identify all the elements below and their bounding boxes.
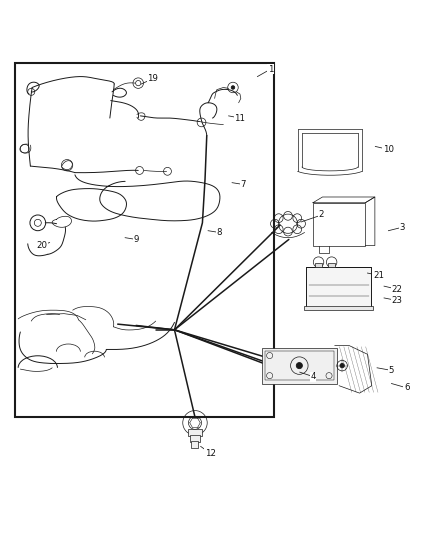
Bar <box>315 263 322 266</box>
Bar <box>313 203 365 246</box>
Text: 5: 5 <box>389 366 394 375</box>
Bar <box>262 348 337 384</box>
Bar <box>14 63 275 417</box>
Text: 1: 1 <box>268 64 273 74</box>
Text: 6: 6 <box>404 383 410 392</box>
Bar <box>304 306 373 310</box>
Circle shape <box>231 86 235 89</box>
Circle shape <box>340 364 344 368</box>
Text: 21: 21 <box>373 271 384 280</box>
Text: 10: 10 <box>383 145 394 154</box>
Text: 7: 7 <box>240 180 246 189</box>
Text: 23: 23 <box>392 296 403 305</box>
Text: 19: 19 <box>147 74 158 83</box>
Bar <box>190 435 200 442</box>
Text: 11: 11 <box>234 114 245 123</box>
Bar <box>328 263 335 266</box>
Text: 4: 4 <box>310 372 316 381</box>
Bar <box>191 441 198 448</box>
Bar <box>306 266 371 306</box>
Text: 9: 9 <box>133 235 139 244</box>
Circle shape <box>296 362 302 369</box>
Bar <box>188 430 201 436</box>
Text: 2: 2 <box>319 211 325 220</box>
Text: 12: 12 <box>205 449 216 458</box>
Text: 3: 3 <box>399 223 405 232</box>
Bar <box>265 351 334 381</box>
Text: 20: 20 <box>37 241 48 250</box>
Text: 8: 8 <box>216 228 222 237</box>
Text: 22: 22 <box>392 285 403 294</box>
